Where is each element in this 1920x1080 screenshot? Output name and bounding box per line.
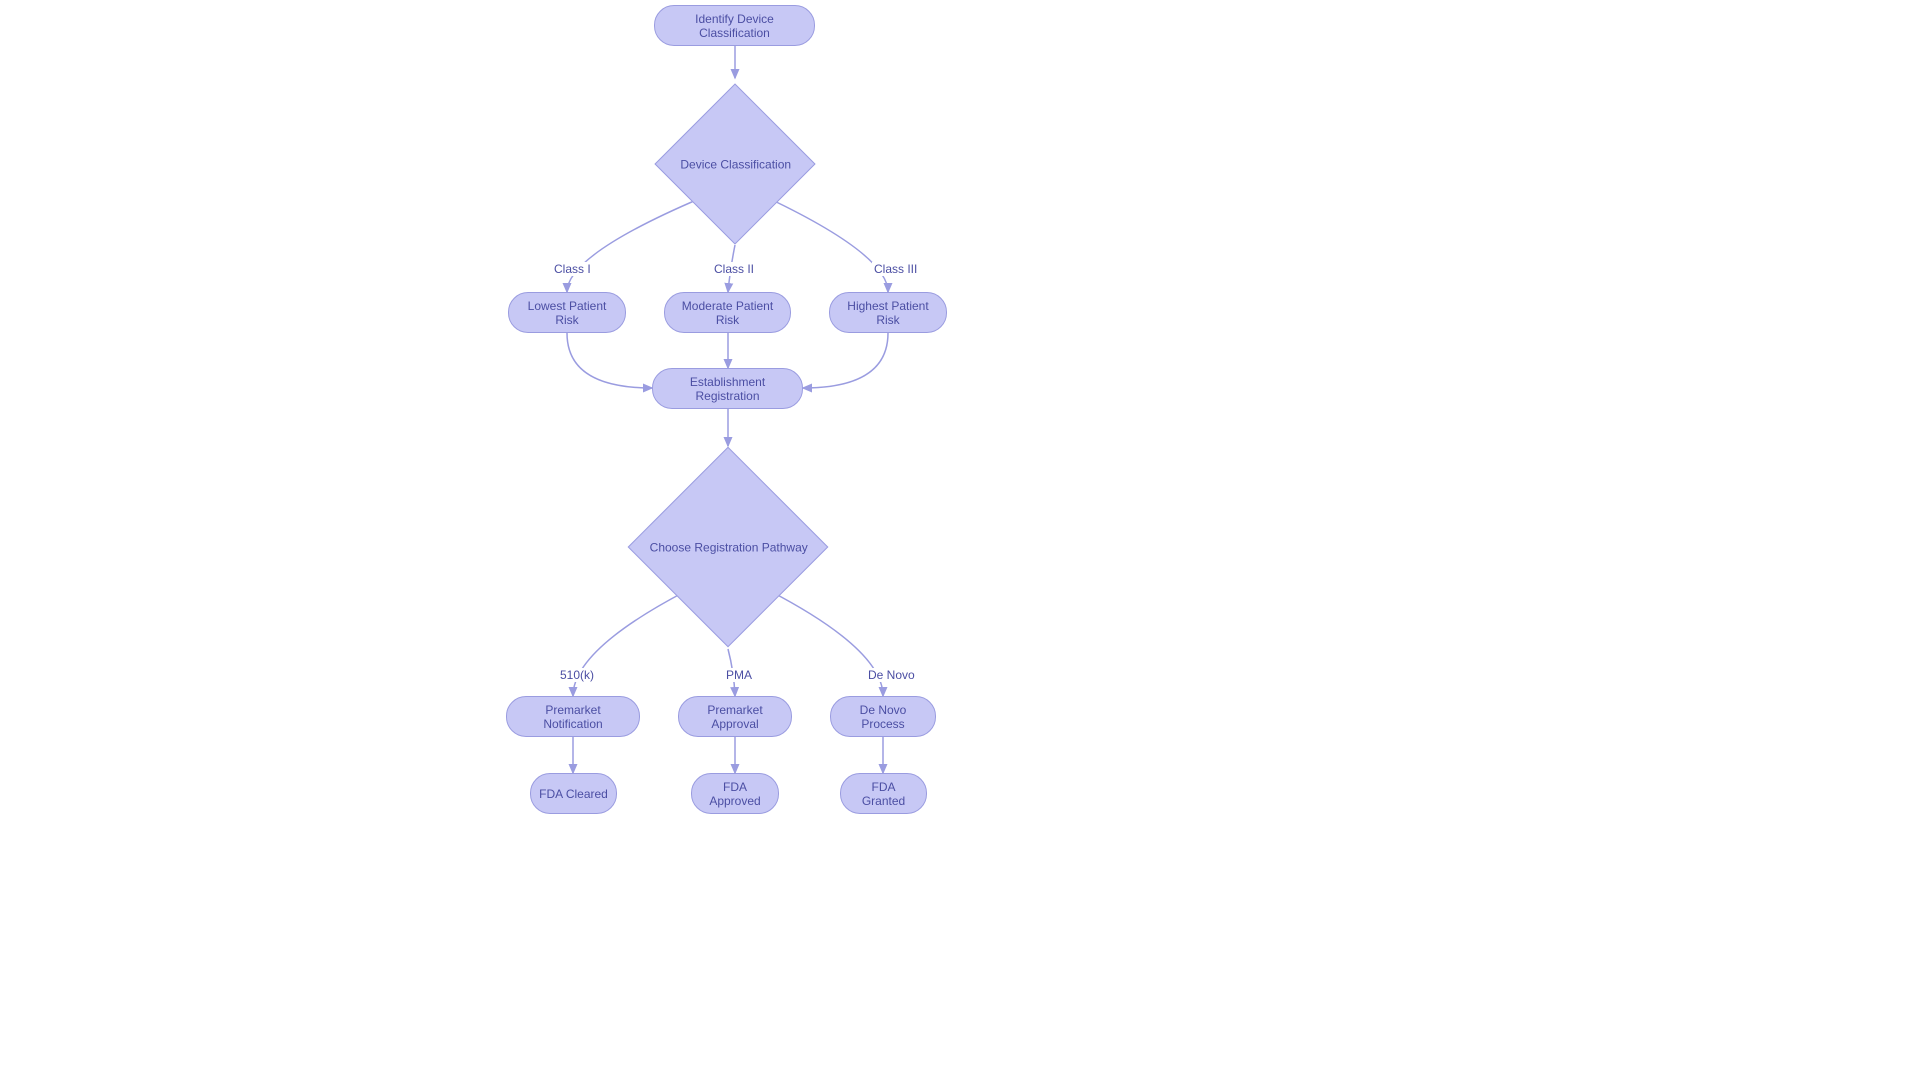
edge [768, 198, 888, 292]
node-label: Premarket Approval [687, 703, 783, 731]
edge [803, 333, 888, 388]
node-label: Identify Device Classification [663, 12, 806, 40]
node-pn: Premarket Notification [506, 696, 640, 737]
node-label: FDA Approved [700, 780, 770, 808]
node-granted: FDA Granted [840, 773, 927, 814]
node-label: Moderate Patient Risk [673, 299, 782, 327]
edge-label-e_pma: PMA [724, 668, 754, 682]
node-class2: Moderate Patient Risk [664, 292, 791, 333]
edges-layer [0, 0, 1920, 1080]
node-class3: Highest Patient Risk [829, 292, 947, 333]
edge-label-e_class1: Class I [552, 262, 593, 276]
node-choose: Choose Registration Pathway [628, 447, 829, 648]
node-label: FDA Granted [849, 780, 918, 808]
node-estab: Establishment Registration [652, 368, 803, 409]
edge-label-e_denovo: De Novo [866, 668, 917, 682]
node-identify: Identify Device Classification [654, 5, 815, 46]
node-classify: Device Classification [654, 83, 815, 244]
node-label: Establishment Registration [661, 375, 794, 403]
edge [567, 333, 652, 388]
node-class1: Lowest Patient Risk [508, 292, 626, 333]
node-pa: Premarket Approval [678, 696, 792, 737]
node-label: Choose Registration Pathway [639, 541, 819, 555]
edge-label-e_class3: Class III [872, 262, 919, 276]
edge-label-e_510k: 510(k) [558, 668, 596, 682]
node-approved: FDA Approved [691, 773, 779, 814]
node-label: Premarket Notification [515, 703, 631, 731]
node-dn: De Novo Process [830, 696, 936, 737]
node-cleared: FDA Cleared [530, 773, 617, 814]
node-label: Lowest Patient Risk [517, 299, 617, 327]
edge [567, 198, 701, 292]
node-label: De Novo Process [839, 703, 927, 731]
node-label: Highest Patient Risk [838, 299, 938, 327]
edge-label-e_class2: Class II [712, 262, 756, 276]
node-label: Device Classification [646, 158, 826, 172]
node-label: FDA Cleared [539, 787, 608, 801]
